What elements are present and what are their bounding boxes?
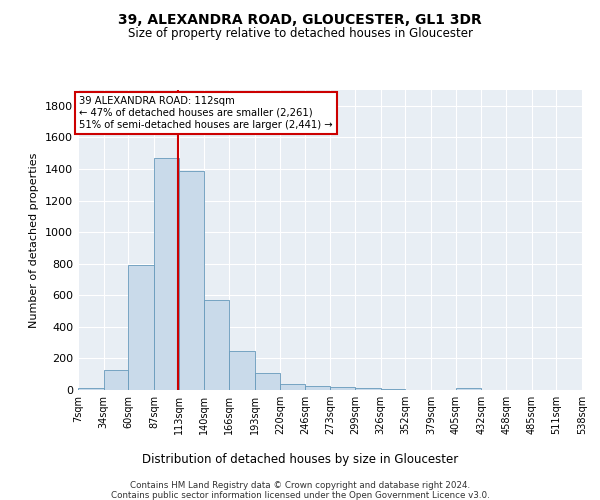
Bar <box>204 300 229 390</box>
Bar <box>280 384 305 390</box>
Bar <box>154 158 179 390</box>
Text: 39, ALEXANDRA ROAD, GLOUCESTER, GL1 3DR: 39, ALEXANDRA ROAD, GLOUCESTER, GL1 3DR <box>118 12 482 26</box>
Text: Distribution of detached houses by size in Gloucester: Distribution of detached houses by size … <box>142 452 458 466</box>
Bar <box>229 350 254 390</box>
Bar <box>355 388 381 390</box>
Bar <box>331 387 355 390</box>
Bar <box>104 370 128 390</box>
Bar <box>254 372 280 390</box>
Text: Size of property relative to detached houses in Gloucester: Size of property relative to detached ho… <box>128 28 473 40</box>
Bar <box>128 266 154 390</box>
Bar <box>456 388 481 390</box>
Bar <box>179 170 204 390</box>
Text: Contains public sector information licensed under the Open Government Licence v3: Contains public sector information licen… <box>110 491 490 500</box>
Bar <box>381 389 406 390</box>
Bar <box>305 386 331 390</box>
Text: Contains HM Land Registry data © Crown copyright and database right 2024.: Contains HM Land Registry data © Crown c… <box>130 481 470 490</box>
Y-axis label: Number of detached properties: Number of detached properties <box>29 152 40 328</box>
Text: 39 ALEXANDRA ROAD: 112sqm
← 47% of detached houses are smaller (2,261)
51% of se: 39 ALEXANDRA ROAD: 112sqm ← 47% of detac… <box>79 96 332 130</box>
Bar <box>78 388 104 390</box>
